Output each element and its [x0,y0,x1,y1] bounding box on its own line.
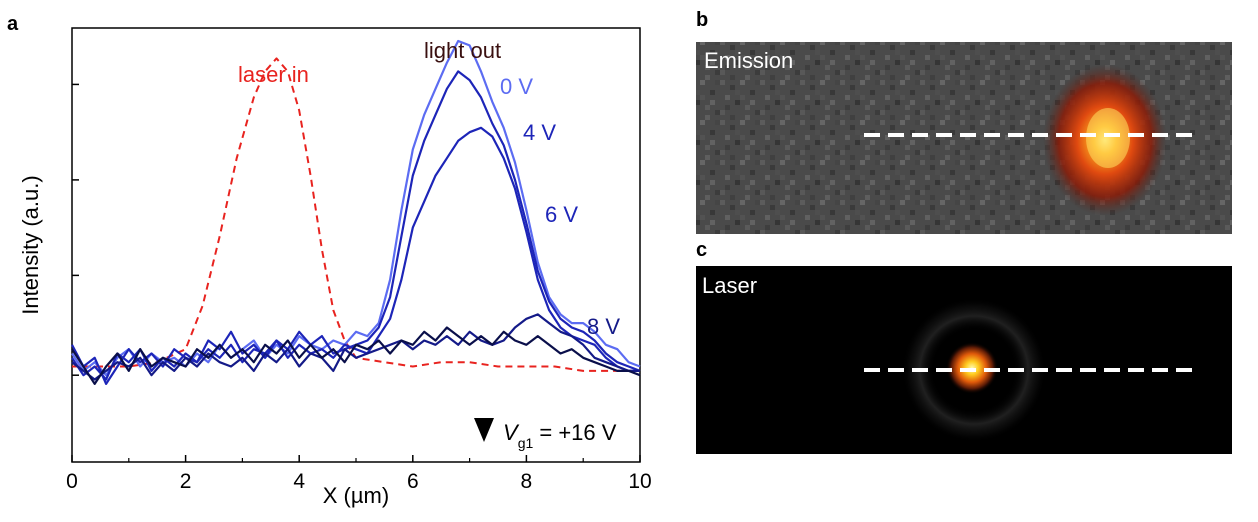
curve-6v [71,126,640,381]
series-layer [71,39,641,385]
label-6v: 6 V [545,202,578,227]
x-tick-label: 4 [293,470,305,493]
curve-4v [71,70,641,385]
laser-in-curve [72,57,640,372]
label-4v: 4 V [523,120,556,145]
gate-arrow-head [474,418,494,442]
x-tick-label: 2 [180,470,192,493]
y-ticks [72,83,79,376]
intensity-chart: 0 2 4 6 8 10 laser in light out 0 V 4 V 6 V 8… [18,27,652,508]
laser-label: Laser [702,273,757,298]
panel-label-a: a [7,13,19,35]
y-axis-title: Intensity (a.u.) [18,175,43,314]
panel-label-c: c [696,239,707,261]
x-ticks: 0 2 4 6 8 10 [66,455,652,493]
curve-8v [71,313,640,381]
label-8v: 8 V [587,314,620,339]
laser-in-label: laser in [238,62,309,87]
emission-image: Emission [696,42,1232,234]
x-tick-label: 6 [407,470,419,493]
panel-label-b: b [696,9,708,31]
x-tick-label: 10 [628,470,651,493]
plot-frame [71,27,641,463]
label-0v: 0 V [500,74,533,99]
light-out-label: light out [424,38,501,63]
vg-label: Vg1 = +16 V [503,420,617,451]
emission-label: Emission [704,48,793,73]
x-tick-label: 0 [66,470,78,493]
x-axis-title: X (µm) [323,483,389,508]
curve-16v [71,326,641,385]
laser-image: Laser [696,266,1232,454]
x-tick-label: 8 [521,470,533,493]
